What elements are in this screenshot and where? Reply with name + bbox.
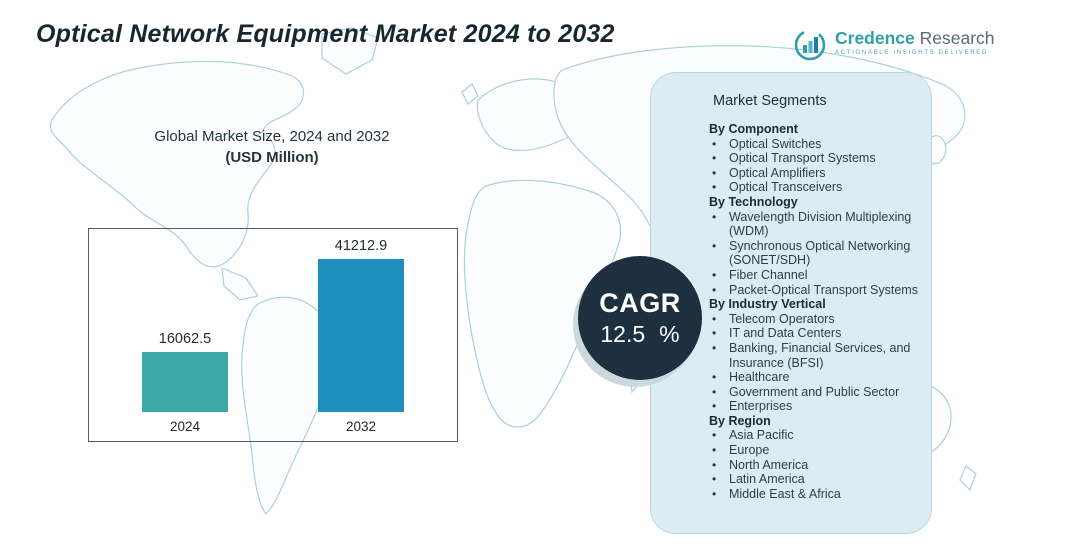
segment-item-label: Asia Pacific (729, 428, 794, 443)
bar-column-2024: 16062.5 2024 (142, 331, 228, 435)
segment-item-label: Packet-Optical Transport Systems (729, 282, 918, 297)
bullet-icon: • (712, 209, 717, 224)
segment-item: • Europe (709, 443, 919, 458)
bar-chart: 16062.5 2024 41212.9 2032 (88, 228, 458, 442)
segment-item-label: Optical Transport Systems (729, 151, 876, 166)
map-central-america (221, 267, 259, 301)
segment-item: • Asia Pacific (709, 428, 919, 443)
segment-item: • Banking, Financial Services, and Insura… (709, 341, 919, 370)
segment-item-label: Middle East & Africa (729, 486, 841, 501)
segment-item-label: Banking, Financial Services, and Insuran… (729, 340, 911, 370)
segment-item: • Fiber Channel (709, 268, 919, 283)
segment-item-label: Synchronous Optical Networking (SONET/SD… (729, 238, 911, 268)
brand-text: Credence Research Actionable Insights De… (835, 28, 995, 56)
map-new-zealand (959, 465, 977, 492)
map-africa (463, 179, 622, 428)
segment-item-label: Optical Switches (729, 136, 822, 151)
chart-subtitle: (USD Million) (225, 149, 319, 166)
bullet-icon: • (712, 443, 717, 458)
brand-name-secondary: Research (919, 28, 995, 48)
segment-group-heading: By Technology (709, 194, 798, 209)
segment-item-label: North America (729, 457, 809, 472)
brand-logo: Credence Research Actionable Insights De… (793, 28, 995, 62)
bullet-icon: • (712, 399, 717, 414)
bullet-icon: • (712, 486, 717, 501)
bullet-icon: • (712, 238, 717, 253)
bullet-icon: • (712, 311, 717, 326)
segment-item: • Middle East & Africa (709, 487, 919, 502)
segment-item-label: Latin America (729, 472, 805, 487)
cagr-value: 12.5 (600, 321, 646, 347)
segment-group-heading: By Region (709, 413, 771, 428)
bar-chart-plot-area: 16062.5 2024 41212.9 2032 (89, 229, 457, 441)
chart-header: Global Market Size, 2024 and 2032 (USD M… (88, 128, 456, 166)
brand-chart-icon (794, 29, 826, 61)
market-segments-list: By Component • Optical Switches • Optical Tr… (709, 122, 919, 501)
cagr-value-line: 12.5% (600, 321, 679, 348)
segment-item: • Optical Amplifiers (709, 166, 919, 181)
bullet-icon: • (712, 165, 717, 180)
bar-value-label: 41212.9 (334, 238, 388, 254)
bar-value-label: 16062.5 (158, 331, 212, 347)
market-segments-panel: Market Segments By Component • Optical Swi… (650, 72, 932, 534)
segment-item: • Packet-Optical Transport Systems (709, 283, 919, 298)
map-greenland (321, 27, 379, 75)
map-north-america (49, 60, 305, 268)
bullet-icon: • (712, 282, 717, 297)
segment-group-heading: By Industry Vertical (709, 297, 826, 312)
bullet-icon: • (712, 472, 717, 487)
segment-item-label: Wavelength Division Multiplexing (WDM) (729, 209, 912, 239)
map-uk (461, 83, 479, 105)
segment-item: • Optical Transceivers (709, 180, 919, 195)
segment-group-heading: By Component (709, 122, 798, 136)
bar (318, 259, 404, 412)
bullet-icon: • (712, 457, 717, 472)
segment-item: • IT and Data Centers (709, 326, 919, 341)
bar (142, 352, 228, 412)
bullet-icon: • (712, 151, 717, 166)
bar-category-label: 2024 (169, 419, 201, 434)
bullet-icon: • (712, 267, 717, 282)
bullet-icon: • (712, 370, 717, 385)
brand-name-primary: Credence (835, 28, 915, 48)
bullet-icon: • (712, 326, 717, 341)
segment-item: • Optical Switches (709, 137, 919, 152)
segment-item: • Healthcare (709, 370, 919, 385)
segment-item-label: Optical Amplifiers (729, 165, 826, 180)
segment-item: • Enterprises (709, 399, 919, 414)
brand-name: Credence Research (835, 28, 995, 48)
segment-item: • Optical Transport Systems (709, 151, 919, 166)
segment-item-label: Telecom Operators (729, 311, 835, 326)
cagr-badge: CAGR 12.5% (578, 256, 702, 380)
segment-item-label: Fiber Channel (729, 267, 808, 282)
segment-item-label: Europe (729, 443, 770, 458)
segment-item: • Government and Public Sector (709, 385, 919, 400)
segment-item-label: Government and Public Sector (729, 384, 900, 399)
segment-item-label: IT and Data Centers (729, 326, 842, 341)
chart-title: Global Market Size, 2024 and 2032 (154, 128, 390, 145)
segment-item: • North America (709, 458, 919, 473)
bar-category-label: 2032 (345, 419, 377, 434)
bullet-icon: • (712, 180, 717, 195)
segment-item-label: Enterprises (729, 399, 793, 414)
bullet-icon: • (712, 384, 717, 399)
bullet-icon: • (712, 340, 717, 355)
segment-item: • Latin America (709, 472, 919, 487)
cagr-unit: % (659, 321, 680, 347)
bullet-icon: • (712, 136, 717, 151)
segment-item: • Telecom Operators (709, 312, 919, 327)
cagr-label: CAGR (599, 288, 681, 318)
segment-item-label: Healthcare (729, 370, 790, 385)
segment-item-label: Optical Transceivers (729, 180, 843, 195)
bullet-icon: • (712, 428, 717, 443)
segment-item: • Synchronous Optical Networking (SONET/S… (709, 239, 919, 268)
segment-item: • Wavelength Division Multiplexing (WDM) (709, 210, 919, 239)
brand-tagline: Actionable Insights Delivered (835, 50, 988, 56)
page-title: Optical Network Equipment Market 2024 to… (36, 20, 615, 48)
market-segments-title: Market Segments (713, 93, 827, 109)
map-japan (927, 135, 947, 165)
bar-column-2032: 41212.9 2032 (318, 238, 404, 435)
